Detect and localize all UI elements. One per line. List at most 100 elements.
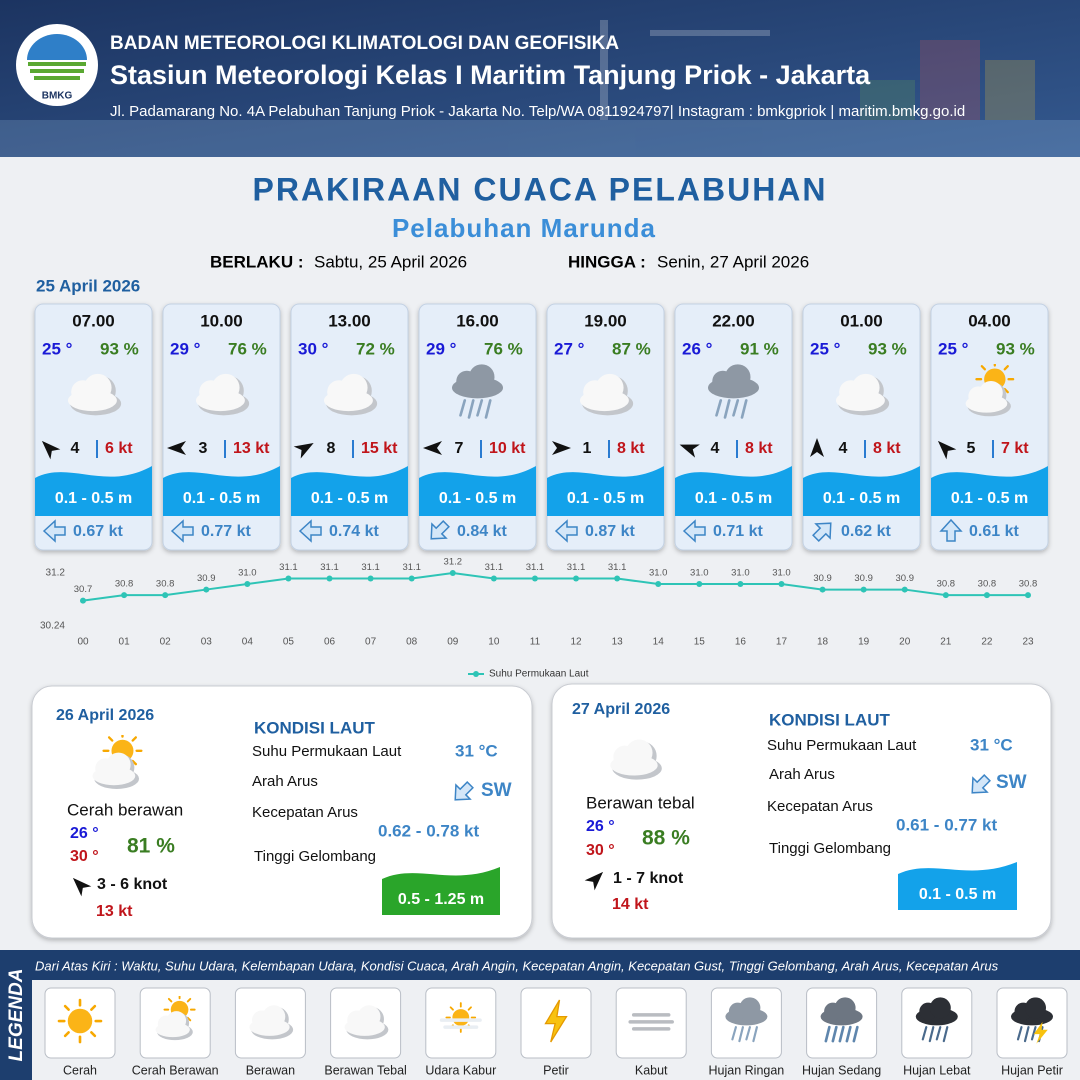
x-tick-label: 17 (776, 637, 788, 648)
x-tick-label: 21 (940, 637, 952, 648)
legend-title: LEGENDA (6, 969, 27, 1062)
data-label: 30.8 (978, 579, 997, 590)
forecast-time: 04.00 (968, 311, 1011, 330)
wind-direction (584, 871, 604, 891)
sst-point (901, 586, 908, 593)
data-label: 31.2 (444, 557, 463, 568)
sst-chart: 30.24 31.2 00 01 02 03 04 05 06 07 08 09 10 11 12 13 14 1… (40, 557, 1037, 680)
x-tick-label: 13 (612, 637, 624, 648)
wave-shape (547, 466, 664, 516)
x-tick-label: 09 (447, 637, 459, 648)
x-tick-label: 12 (570, 637, 582, 648)
current-direction (682, 519, 706, 543)
wave-height: 0.1 - 0.5 m (55, 490, 132, 507)
sst-point (326, 575, 333, 582)
legend-item: Berawan Tebal (324, 987, 407, 1077)
data-label: 30.8 (156, 579, 175, 590)
legend-items: Cerah Cerah Berawan Berawan Berawan Tebal Ud… (44, 987, 1068, 1077)
humidity: 76 % (228, 339, 267, 358)
gust-speed: 10 kt (489, 440, 526, 457)
x-tick-label: 15 (694, 637, 706, 648)
wind-direction (552, 441, 571, 455)
x-tick-label: 18 (817, 637, 829, 648)
agency-name: BADAN METEOROLOGI KLIMATOLOGI DAN GEOFIS… (110, 33, 619, 54)
wind-direction (293, 443, 314, 459)
legend-side (0, 950, 32, 1080)
outlook: 26 April 2026 Cerah berawan 26 ° 30 ° 81 % 3 … (56, 701, 1027, 920)
humidity: 76 % (484, 339, 523, 358)
sst-point (983, 592, 990, 599)
sst-point (1025, 592, 1031, 599)
sst-point (573, 575, 580, 582)
x-tick-label: 08 (406, 637, 418, 648)
data-label: 30.9 (813, 573, 832, 584)
gust-speed: 8 kt (873, 440, 901, 457)
station-address: Jl. Padamarang No. 4A Pelabuhan Tanjung … (110, 103, 965, 120)
outlook-day: 26 April 2026 Cerah berawan 26 ° 30 ° 81 % 3 … (56, 707, 512, 920)
wind-direction (810, 438, 824, 457)
wind-speed: 4 (71, 440, 80, 457)
current-direction (971, 774, 991, 794)
sst-point (614, 575, 621, 582)
wave-height: 0.1 - 0.5 m (311, 490, 388, 507)
data-label: 31.0 (772, 568, 791, 579)
x-tick-label: 00 (77, 637, 89, 648)
data-label: 31.1 (608, 562, 627, 573)
wave-height: 0.1 - 0.5 m (919, 886, 996, 903)
legend-label: Hujan Ringan (709, 1063, 785, 1077)
gust-speed: 13 kt (96, 903, 133, 920)
data-label: 30.9 (895, 573, 914, 584)
logo-text: BMKG (42, 91, 73, 102)
speed-label: Kecepatan Arus (252, 804, 358, 821)
legend-label: Petir (543, 1063, 569, 1077)
sst-point (285, 575, 292, 582)
current-speed: 0.84 kt (457, 523, 507, 540)
data-label: 31.1 (526, 562, 545, 573)
forecast-time: 16.00 (456, 311, 499, 330)
legend-label: Cerah Berawan (132, 1063, 219, 1077)
legend-label: Udara Kabur (425, 1063, 496, 1077)
air-temperature: 30 ° (298, 339, 329, 358)
legend-item: Berawan (234, 987, 306, 1077)
sst-line (82, 571, 1028, 602)
legend-item: Petir (520, 987, 592, 1077)
forecast-time: 01.00 (840, 311, 883, 330)
data-label: 31.1 (279, 562, 298, 573)
legend-item: Hujan Sedang (802, 987, 881, 1077)
current-direction (939, 518, 963, 542)
x-tick-label: 19 (858, 637, 870, 648)
legend-label: Suhu Permukaan Laut (489, 669, 589, 680)
legend-label: Kabut (635, 1063, 668, 1077)
page-subtitle: Pelabuhan Marunda (392, 213, 656, 243)
current-direction (170, 519, 194, 543)
validity-to-label: HINGGA : (568, 252, 646, 271)
outlook-date: 26 April 2026 (56, 707, 154, 724)
legend-item: Cerah (44, 987, 116, 1077)
sst-label: Suhu Permukaan Laut (767, 737, 917, 754)
data-label: 31.0 (690, 568, 709, 579)
today-date: 25 April 2026 (36, 276, 140, 295)
data-label: 30.9 (197, 573, 216, 584)
wind-speed: 4 (839, 440, 848, 457)
gust-speed: 14 kt (612, 896, 649, 913)
humidity: 81 % (127, 835, 175, 858)
wind-direction (167, 441, 186, 455)
data-label: 30.8 (937, 579, 956, 590)
x-tick-label: 03 (201, 637, 213, 648)
sst-point (244, 581, 251, 588)
wind-speed: 1 - 7 knot (613, 870, 684, 887)
data-label: 31.1 (402, 562, 421, 573)
gust-speed: 15 kt (361, 440, 398, 457)
x-tick-label: 01 (119, 637, 131, 648)
legend-marker (473, 671, 479, 677)
current-speed: 0.74 kt (329, 523, 379, 540)
gust-speed: 13 kt (233, 440, 270, 457)
wind-speed: 8 (327, 440, 336, 457)
legend-label: Hujan Petir (1001, 1063, 1063, 1077)
legend-item: Cerah Berawan (132, 987, 219, 1077)
legend-item: Hujan Ringan (709, 987, 785, 1077)
condition: Cerah berawan (67, 800, 183, 819)
forecast-time: 19.00 (584, 311, 627, 330)
wave-label: Tinggi Gelombang (254, 848, 376, 865)
